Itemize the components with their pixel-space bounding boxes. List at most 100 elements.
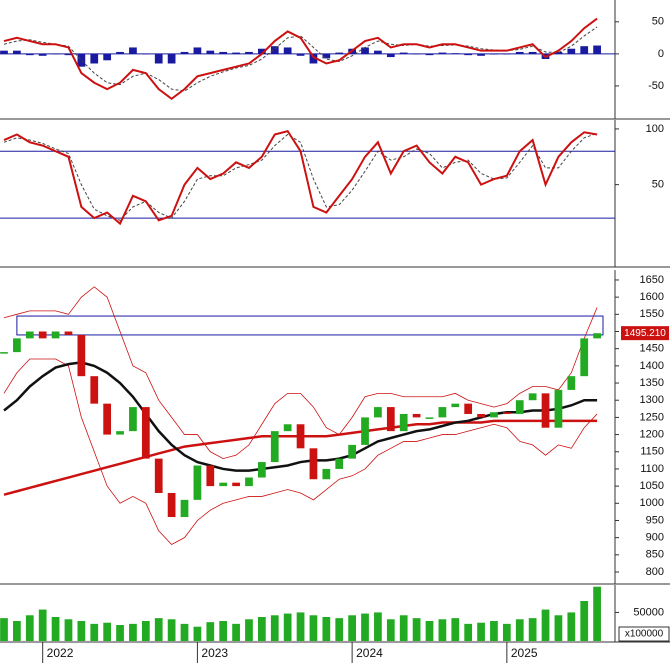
bar xyxy=(464,623,473,641)
bar xyxy=(13,621,21,641)
bar xyxy=(64,619,73,641)
bar xyxy=(0,618,8,641)
candle-body xyxy=(258,462,266,478)
y-tick-label: 50 xyxy=(652,179,664,191)
bar xyxy=(90,623,99,641)
bar xyxy=(374,50,382,54)
candle-body xyxy=(64,331,73,335)
x-tick-label: 2024 xyxy=(356,646,383,660)
candle-body xyxy=(206,465,215,487)
bar xyxy=(567,612,576,641)
bar xyxy=(412,618,421,641)
line xyxy=(3,286,598,460)
bar xyxy=(515,51,524,54)
bar xyxy=(77,53,86,67)
candle-body xyxy=(425,417,434,419)
bar xyxy=(528,51,537,54)
y-tick-label: 1550 xyxy=(640,308,664,320)
y-tick-label: 50 xyxy=(652,16,664,28)
candle-body xyxy=(438,407,447,418)
candle-body xyxy=(322,468,331,480)
candle-body xyxy=(296,424,305,449)
bar xyxy=(64,53,73,56)
bar xyxy=(51,617,60,641)
candle-body xyxy=(593,333,601,339)
price-tag xyxy=(621,326,669,341)
bar xyxy=(502,623,511,641)
candle-body xyxy=(361,417,369,445)
bar xyxy=(528,618,537,641)
bar xyxy=(154,53,163,64)
candle-body xyxy=(167,492,176,518)
y-tick-label: 1650 xyxy=(640,274,664,286)
candle-body xyxy=(77,334,86,377)
bar xyxy=(129,47,137,54)
bar xyxy=(554,51,563,54)
bar xyxy=(580,601,589,641)
candle-body xyxy=(477,413,485,418)
bar xyxy=(399,615,408,641)
bar xyxy=(322,53,331,59)
y-tick-label: 100 xyxy=(646,123,664,135)
candle-body xyxy=(515,400,524,414)
bar xyxy=(283,613,292,641)
candle-body xyxy=(180,499,189,518)
candle-body xyxy=(567,376,576,390)
candle-body xyxy=(464,403,473,414)
bar xyxy=(90,53,99,64)
bar xyxy=(245,51,253,54)
bar xyxy=(348,615,356,641)
candle-body xyxy=(502,412,511,414)
candle-body xyxy=(374,407,382,418)
bar xyxy=(490,53,498,55)
bar xyxy=(593,45,601,54)
x-tick-label: 2023 xyxy=(201,646,228,660)
bar xyxy=(567,48,576,54)
candle-body xyxy=(0,352,8,354)
y-tick-label: 1450 xyxy=(640,343,664,355)
candle-body xyxy=(141,407,150,459)
y-tick-label: 1250 xyxy=(640,411,664,423)
y-tick-label: 900 xyxy=(646,532,664,544)
candle-body xyxy=(90,376,99,404)
y-tick-label: 1400 xyxy=(640,360,664,372)
bar xyxy=(541,609,550,641)
y-tick-label: 1350 xyxy=(640,377,664,389)
bar xyxy=(0,50,8,54)
candle-body xyxy=(232,482,240,487)
bar xyxy=(580,46,589,54)
bar xyxy=(103,53,112,61)
candle-body xyxy=(412,413,421,418)
bar xyxy=(180,51,189,54)
y-tick-label: -50 xyxy=(648,80,664,92)
bar xyxy=(116,625,124,641)
bar xyxy=(399,52,408,54)
candle-body xyxy=(554,389,563,428)
x-tick-label: 2025 xyxy=(511,646,538,660)
bar xyxy=(206,622,215,641)
candle-body xyxy=(451,403,460,408)
bar xyxy=(554,615,563,641)
bar xyxy=(219,51,228,54)
y-tick-label: 1300 xyxy=(640,394,664,406)
price-label: 1495.210 xyxy=(624,328,666,339)
bar xyxy=(258,48,266,54)
candle-body xyxy=(103,403,112,435)
candle-body xyxy=(13,338,21,353)
bar xyxy=(103,622,112,641)
candle-body xyxy=(348,444,356,459)
y-tick-label: 1150 xyxy=(640,446,664,458)
bar xyxy=(38,53,47,56)
candle-body xyxy=(283,424,292,432)
y-tick-label: 800 xyxy=(646,566,664,578)
bar xyxy=(193,47,202,54)
bar xyxy=(296,53,305,56)
bar xyxy=(38,609,47,641)
bar xyxy=(386,619,395,641)
bar xyxy=(219,621,228,641)
candle-body xyxy=(270,431,279,463)
bar xyxy=(335,618,344,641)
bar xyxy=(129,623,137,641)
